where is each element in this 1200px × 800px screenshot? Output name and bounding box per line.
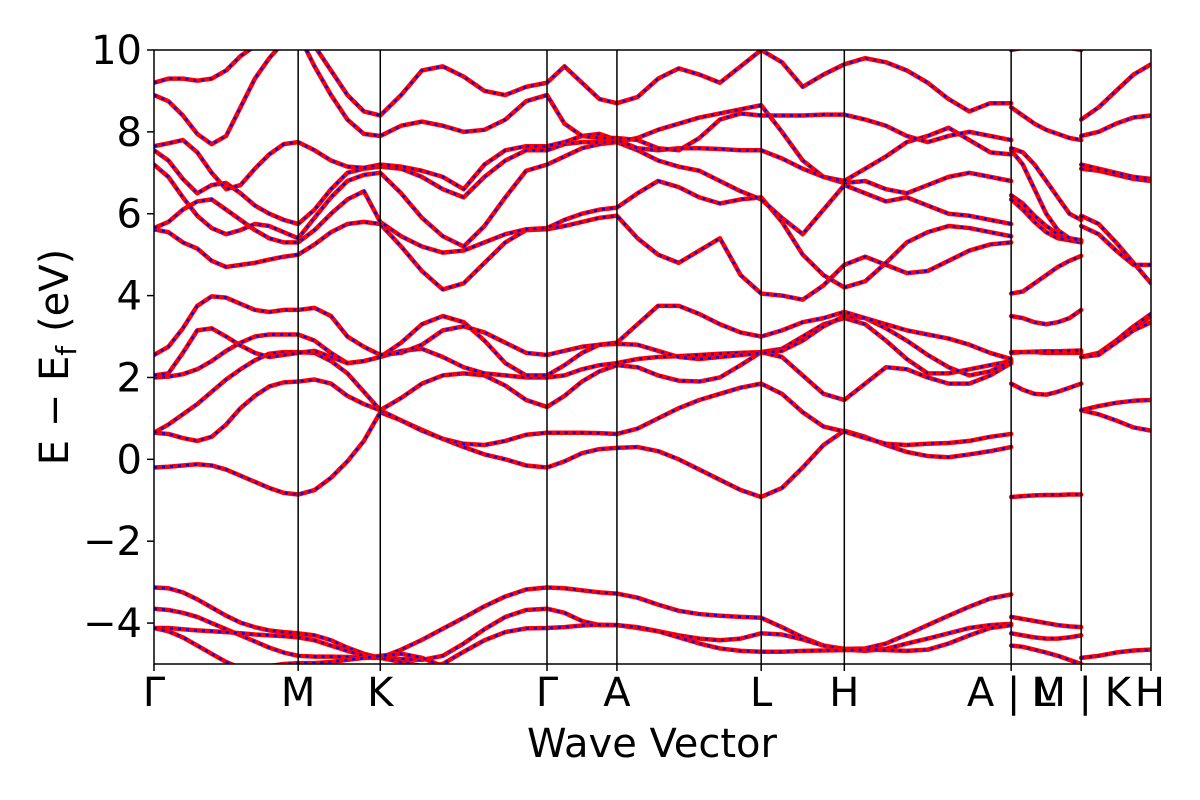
x-axis-title: Wave Vector — [527, 721, 778, 767]
x-tick-label: K — [367, 670, 395, 716]
y-axis-title-unit: (eV) — [32, 249, 78, 332]
y-tick-label: 2 — [117, 355, 142, 401]
high-symmetry-lines — [297, 50, 1082, 664]
band-6-line-blue — [154, 378, 1151, 447]
y-axis-title-main: E − E — [32, 356, 78, 466]
x-tick-label: H — [1135, 670, 1165, 716]
band-16-line-blue — [154, 50, 1082, 152]
x-tick-label: M | K — [1031, 670, 1132, 716]
band-10-line-blue — [154, 295, 1151, 361]
x-tick-label: Γ — [536, 670, 559, 716]
band-1-line-blue — [154, 586, 1151, 660]
plot-frame — [153, 49, 1152, 665]
y-tick-label: −4 — [83, 601, 142, 647]
y-tick-label: 6 — [117, 192, 142, 238]
y-tick-label: −2 — [83, 519, 142, 565]
band-14-line-blue — [154, 103, 1151, 242]
x-tick-label: H — [829, 670, 859, 716]
y-tick-label: 8 — [117, 110, 142, 156]
band-11-line-blue — [154, 214, 1151, 302]
y-axis-title-subscript: f — [50, 345, 83, 356]
band-2-line-blue — [154, 607, 1082, 662]
y-tick-label: 4 — [117, 274, 142, 320]
band-15-line-blue — [154, 114, 1151, 221]
x-tick-label: A — [603, 670, 631, 716]
x-tick-label: L — [750, 670, 773, 716]
x-tick-label: Γ — [143, 670, 166, 716]
band-5-line-blue — [154, 408, 1151, 499]
y-tick-label: 0 — [117, 437, 142, 483]
bands-layer — [154, 50, 1151, 664]
band-9-line-blue — [154, 314, 1012, 377]
band-11 — [154, 213, 1151, 302]
x-tick-label: A | L — [967, 670, 1056, 716]
band-3-line-blue — [154, 623, 1082, 664]
y-axis-title: E − Ef (eV) — [32, 249, 83, 466]
y-axis: −4 −2 0 2 4 6 8 10 — [83, 28, 154, 647]
x-tick-label: M — [281, 670, 316, 716]
y-tick-label: 10 — [91, 28, 142, 74]
